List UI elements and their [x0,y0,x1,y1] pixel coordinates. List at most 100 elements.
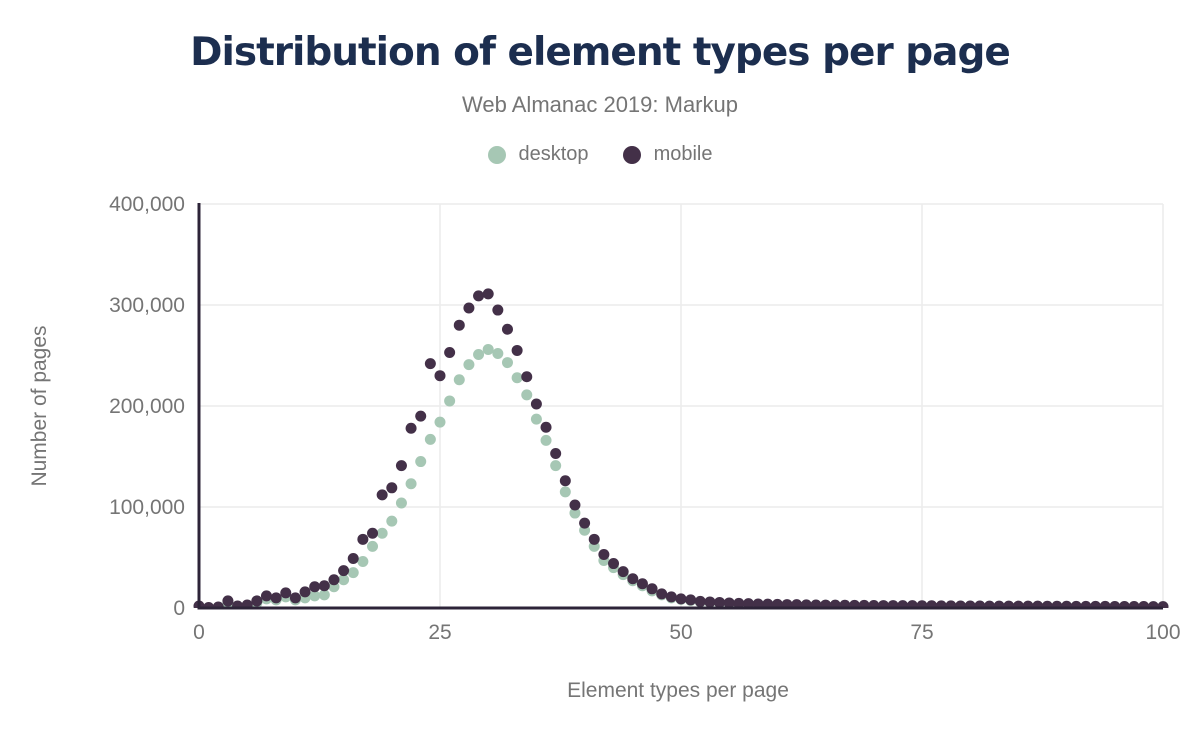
mobile-point[interactable] [1138,600,1150,612]
mobile-point[interactable] [309,581,321,593]
desktop-point[interactable] [405,478,417,490]
mobile-point[interactable] [367,527,379,539]
mobile-point[interactable] [993,600,1005,612]
desktop-point[interactable] [434,416,446,428]
mobile-point[interactable] [983,600,995,612]
mobile-point[interactable] [376,489,388,501]
mobile-point[interactable] [260,590,272,602]
mobile-point[interactable] [704,596,716,608]
mobile-point[interactable] [338,565,350,577]
desktop-point[interactable] [463,359,475,371]
desktop-point[interactable] [501,357,513,369]
mobile-point[interactable] [347,553,359,565]
mobile-point[interactable] [617,566,629,578]
mobile-point[interactable] [897,600,909,611]
desktop-point[interactable] [521,389,533,401]
mobile-point[interactable] [1109,600,1121,612]
desktop-point[interactable] [511,372,523,384]
mobile-point[interactable] [212,601,224,612]
mobile-point[interactable] [270,592,282,604]
desktop-point[interactable] [357,556,369,568]
mobile-point[interactable] [858,599,870,611]
legend-item-desktop[interactable]: desktop [487,143,589,166]
mobile-point[interactable] [829,599,841,611]
mobile-point[interactable] [955,600,967,611]
mobile-point[interactable] [434,370,446,382]
desktop-point[interactable] [386,515,398,527]
desktop-point[interactable] [424,433,436,445]
mobile-point[interactable] [742,598,754,609]
mobile-point[interactable] [501,323,513,335]
mobile-point[interactable] [868,599,880,611]
mobile-point[interactable] [964,600,976,611]
mobile-point[interactable] [916,600,928,611]
mobile-point[interactable] [569,499,581,511]
desktop-point[interactable] [367,540,379,552]
mobile-point[interactable] [608,558,620,570]
mobile-point[interactable] [791,599,803,610]
mobile-point[interactable] [1099,600,1111,612]
mobile-point[interactable] [1032,600,1044,612]
mobile-point[interactable] [820,599,832,611]
mobile-point[interactable] [1061,600,1073,612]
mobile-point[interactable] [222,595,234,607]
mobile-point[interactable] [974,600,986,611]
mobile-point[interactable] [723,597,735,608]
mobile-point[interactable] [473,290,485,302]
desktop-point[interactable] [318,589,330,601]
mobile-point[interactable] [665,591,677,603]
mobile-point[interactable] [1070,600,1082,612]
mobile-point[interactable] [318,580,330,592]
desktop-point[interactable] [540,434,552,446]
mobile-point[interactable] [511,344,523,356]
mobile-point[interactable] [694,595,706,607]
mobile-point[interactable] [405,422,417,434]
desktop-point[interactable] [559,486,571,498]
mobile-point[interactable] [241,599,253,610]
mobile-point[interactable] [530,398,542,410]
mobile-point[interactable] [299,586,311,598]
desktop-point[interactable] [444,395,456,407]
mobile-point[interactable] [1118,600,1130,612]
mobile-point[interactable] [1022,600,1034,612]
mobile-point[interactable] [781,599,793,610]
mobile-point[interactable] [463,302,475,314]
mobile-point[interactable] [550,447,562,459]
mobile-point[interactable] [289,592,301,604]
mobile-point[interactable] [444,346,456,358]
mobile-point[interactable] [415,410,427,422]
mobile-point[interactable] [733,597,745,609]
mobile-point[interactable] [424,358,436,370]
desktop-point[interactable] [309,590,321,602]
mobile-point[interactable] [627,573,639,585]
mobile-point[interactable] [714,596,726,608]
mobile-point[interactable] [771,598,783,610]
mobile-point[interactable] [1147,601,1159,612]
mobile-point[interactable] [646,583,658,595]
mobile-point[interactable] [588,533,600,545]
mobile-point[interactable] [926,600,938,611]
mobile-point[interactable] [849,599,861,611]
mobile-point[interactable] [762,598,774,610]
mobile-point[interactable] [1012,600,1024,612]
mobile-point[interactable] [251,595,263,607]
mobile-point[interactable] [906,600,918,611]
desktop-point[interactable] [550,460,562,472]
desktop-point[interactable] [395,497,407,509]
mobile-point[interactable] [357,533,369,545]
mobile-point[interactable] [810,599,822,610]
mobile-point[interactable] [559,475,571,487]
mobile-point[interactable] [1080,600,1092,612]
desktop-point[interactable] [338,574,350,586]
mobile-point[interactable] [800,599,812,610]
mobile-point[interactable] [482,288,494,300]
mobile-point[interactable] [685,594,697,606]
desktop-point[interactable] [473,348,485,360]
desktop-point[interactable] [482,343,494,355]
mobile-point[interactable] [1157,601,1169,612]
mobile-point[interactable] [752,598,764,609]
mobile-point[interactable] [945,600,957,611]
desktop-point[interactable] [530,413,542,425]
mobile-point[interactable] [280,587,292,599]
mobile-point[interactable] [453,319,465,331]
